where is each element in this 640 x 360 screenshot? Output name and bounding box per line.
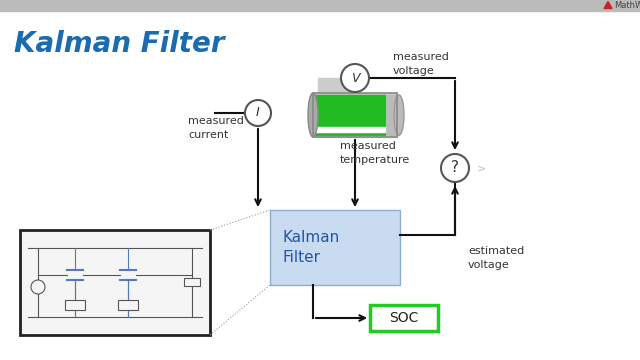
Bar <box>0 0 640 11</box>
Bar <box>313 93 397 137</box>
Ellipse shape <box>394 95 404 135</box>
Bar <box>65 300 85 310</box>
Bar <box>387 95 399 135</box>
Text: ?: ? <box>451 161 459 175</box>
Text: estimated
voltage: estimated voltage <box>468 246 524 270</box>
Bar <box>315 127 385 132</box>
Circle shape <box>441 154 469 182</box>
Bar <box>313 93 397 137</box>
Text: >: > <box>477 163 486 173</box>
Bar <box>370 305 438 331</box>
Bar <box>315 95 385 135</box>
Text: MathWorks: MathWorks <box>614 1 640 10</box>
Text: measured
temperature: measured temperature <box>340 141 410 165</box>
Circle shape <box>245 100 271 126</box>
Circle shape <box>341 64 369 92</box>
Bar <box>318 78 355 93</box>
Bar <box>270 210 400 285</box>
Text: I: I <box>256 107 260 120</box>
Text: Kalman Filter: Kalman Filter <box>14 30 225 58</box>
Bar <box>118 300 138 310</box>
Text: measured
voltage: measured voltage <box>393 53 449 76</box>
Text: Kalman
Filter: Kalman Filter <box>282 230 339 266</box>
Bar <box>184 278 200 286</box>
Text: measured
current: measured current <box>188 116 244 140</box>
Polygon shape <box>604 1 612 9</box>
Ellipse shape <box>308 93 318 137</box>
Bar <box>20 230 210 335</box>
Text: SOC: SOC <box>389 311 419 325</box>
Circle shape <box>31 280 45 294</box>
Text: V: V <box>351 72 359 85</box>
